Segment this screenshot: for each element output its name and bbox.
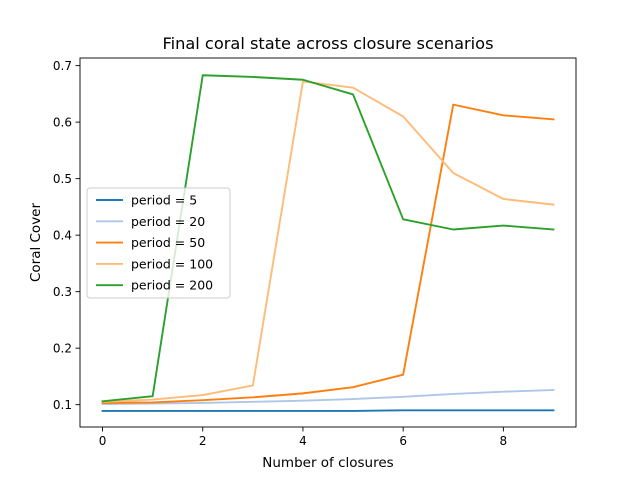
series-line-1 — [101, 389, 555, 406]
y-tick-label: 0.3 — [53, 285, 72, 299]
y-axis: 0.1 0.2 0.3 0.4 0.5 0.6 0.7 — [53, 59, 80, 412]
legend: period = 5 period = 20 period = 50 period =… — [86, 187, 231, 299]
x-axis: 0 2 4 6 8 — [99, 427, 507, 448]
y-tick-label: 0.7 — [53, 59, 72, 73]
series-line-3 — [101, 80, 555, 403]
legend-items: period = 5 period = 20 period = 50 period =… — [96, 193, 213, 293]
y-tick-label: 0.4 — [53, 228, 72, 242]
y-tick-label: 0.5 — [53, 172, 72, 186]
y-tick-label: 0.1 — [53, 398, 72, 412]
x-tick-label: 4 — [299, 434, 307, 448]
x-tick-label: 0 — [99, 434, 107, 448]
legend-label-4: period = 200 — [131, 278, 213, 293]
x-tick-label: 6 — [399, 434, 407, 448]
series-layer — [101, 74, 555, 412]
legend-label-0: period = 5 — [131, 193, 197, 208]
plot-frame — [79, 57, 577, 428]
chart-title: Final coral state across closure scenari… — [162, 34, 493, 53]
x-tick-label: 8 — [500, 434, 508, 448]
legend-label-2: period = 50 — [131, 235, 205, 250]
series-line-0 — [101, 409, 555, 412]
legend-frame — [86, 187, 231, 299]
y-axis-label: Coral Cover — [28, 203, 44, 283]
series-line-2 — [101, 103, 555, 404]
y-tick-label: 0.6 — [53, 115, 72, 129]
x-tick-label: 2 — [199, 434, 207, 448]
legend-label-1: period = 20 — [131, 214, 205, 229]
y-tick-label: 0.2 — [53, 341, 72, 355]
legend-label-3: period = 100 — [131, 256, 213, 271]
x-axis-label: Number of closures — [262, 455, 393, 471]
